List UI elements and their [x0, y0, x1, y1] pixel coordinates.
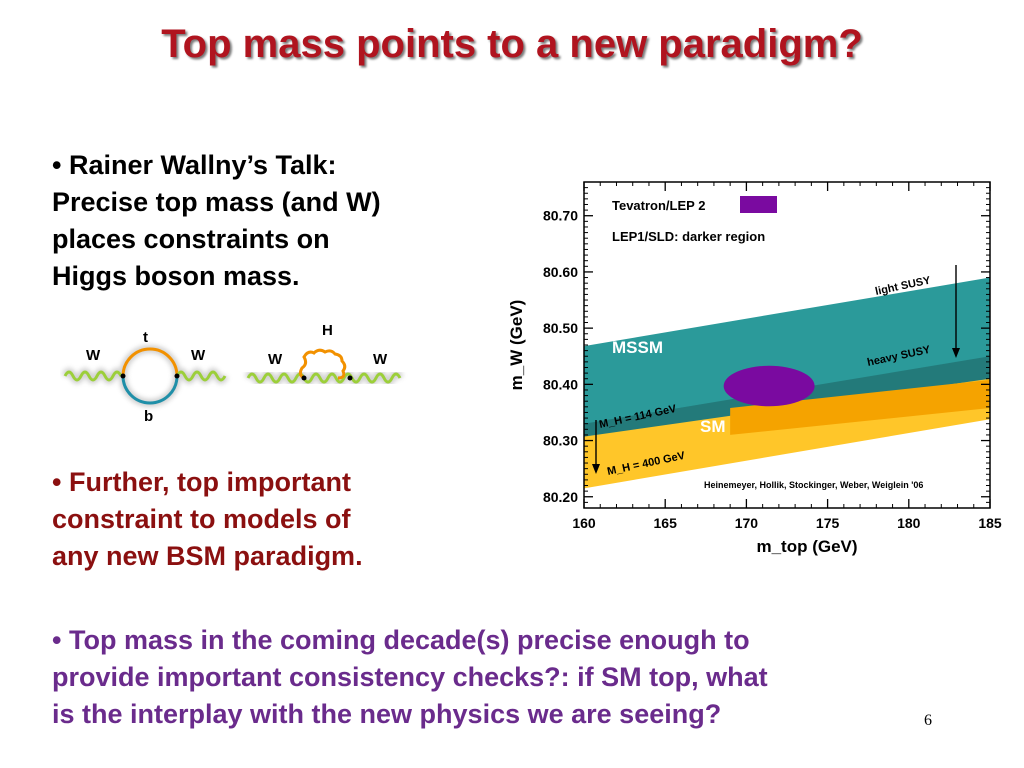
label-higgs: H [322, 322, 333, 339]
y-tick-label: 80.20 [543, 489, 578, 505]
legend-entry-lep1: LEP1/SLD: darker region [612, 229, 765, 244]
label-bottom: b [144, 408, 153, 425]
bullet-bsm-constraint: • Further, top important constraint to m… [52, 464, 472, 575]
x-tick-label: 160 [572, 515, 596, 531]
bullet1-line4: Higgs boson mass. [52, 261, 300, 291]
higgs-loop-line [298, 348, 347, 380]
x-tick-label: 180 [897, 515, 921, 531]
label-w-left: W [86, 347, 101, 364]
bullet1-line3: places constraints on [52, 224, 330, 254]
y-tick-label: 80.40 [543, 376, 578, 392]
mh-arrow-head [592, 464, 600, 474]
w-boson-line-left [63, 370, 123, 382]
y-tick-label: 80.60 [543, 264, 578, 280]
vertex-dot [174, 373, 180, 379]
sm-dark-region [730, 379, 990, 435]
vertex-dot [347, 375, 353, 381]
x-tick-label: 175 [816, 515, 840, 531]
bullet2-line3: any new BSM paradigm. [52, 541, 363, 571]
label-w-right: W [373, 351, 388, 368]
bullet-wallny-talk: • Rainer Wallny’s Talk: Precise top mass… [52, 147, 482, 295]
bullet3-line1: Top mass in the coming decade(s) precise… [68, 625, 750, 655]
top-quark-arc [121, 347, 179, 377]
vertex-dot [301, 375, 307, 381]
susy-arrow-head [952, 348, 960, 358]
legend-swatch-tevatron [740, 196, 777, 213]
x-tick-label: 185 [978, 515, 1002, 531]
bullet2-line2: constraint to models of [52, 504, 351, 534]
slide-title: Top mass points to a new paradigm? [161, 22, 863, 66]
x-axis-label: m_top (GeV) [756, 537, 857, 556]
label-w-right: W [191, 347, 206, 364]
x-tick-label: 165 [654, 515, 678, 531]
bullet3-line3: is the interplay with the new physics we… [52, 699, 722, 729]
bullet-coming-decade: • Top mass in the coming decade(s) preci… [52, 622, 982, 733]
mssm-label: MSSM [612, 338, 663, 357]
y-tick-label: 80.70 [543, 208, 578, 224]
y-tick-label: 80.30 [543, 433, 578, 449]
label-top: t [143, 329, 148, 346]
mw-vs-mtop-chart: 160 165 170 175 180 185 80.20 80.30 80.40 80.50 80… [507, 181, 1002, 556]
legend-entry-tevatron: Tevatron/LEP 2 [612, 198, 705, 213]
mssm-region [584, 277, 990, 435]
plot-regions [584, 277, 990, 489]
w-boson-line [246, 372, 402, 384]
label-w-left: W [268, 351, 283, 368]
vertex-dot [120, 373, 126, 379]
top-bottom-loop-diagram: W W t b [61, 329, 229, 425]
higgs-loop-diagram: W W H [244, 322, 404, 386]
bottom-quark-arc [121, 375, 179, 405]
page-number: 6 [924, 712, 932, 729]
y-axis-label: m_W (GeV) [507, 300, 526, 391]
bullet-marker: • [52, 150, 62, 180]
credit-label: Heinemeyer, Hollik, Stockinger, Weber, W… [704, 480, 923, 490]
bullet1-line2: Precise top mass (and W) [52, 187, 381, 217]
bullet-marker: • [52, 467, 62, 497]
bullet1-line1: Rainer Wallny’s Talk: [68, 150, 337, 180]
w-boson-line-right [175, 370, 227, 382]
feynman-diagrams: W W t b W W H [61, 322, 404, 425]
tevatron-lep2-ellipse [723, 365, 815, 407]
bullet-marker: • [52, 625, 62, 655]
x-tick-label: 170 [735, 515, 759, 531]
bullet2-line1: Further, top important [68, 467, 351, 497]
bullet3-line2: provide important consistency checks?: i… [52, 662, 768, 692]
sm-label: SM [700, 417, 726, 436]
y-tick-label: 80.50 [543, 320, 578, 336]
